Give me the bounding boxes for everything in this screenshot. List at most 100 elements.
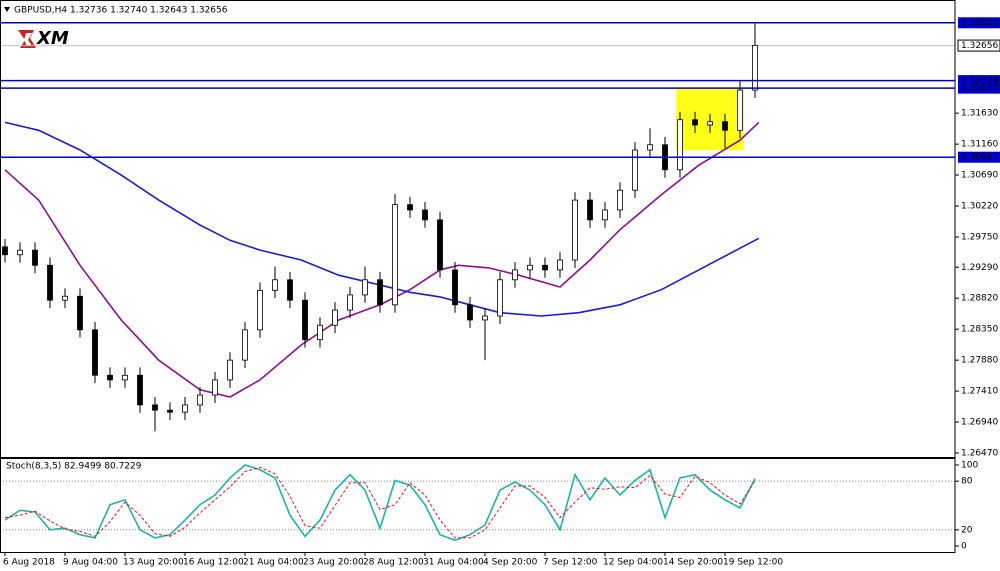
candle-body <box>167 409 173 413</box>
y-tick-label: 100 <box>961 460 978 470</box>
candle-body <box>287 279 293 301</box>
collapse-arrow[interactable] <box>4 7 10 12</box>
y-tick-label: 1.29290 <box>961 263 998 273</box>
candle-body <box>17 249 23 256</box>
candle-body <box>632 149 638 191</box>
candle-body <box>92 329 98 376</box>
candle-body <box>197 394 203 406</box>
y-tick-label: 1.31160 <box>961 140 998 150</box>
x-tick-label: 4 Sep 20:00 <box>483 558 538 568</box>
candle-body <box>497 279 503 317</box>
y-tick-label: 1.26470 <box>961 448 998 458</box>
candle-body <box>107 374 113 381</box>
level-label: 1.33002 <box>961 18 998 28</box>
candle-body <box>122 374 128 381</box>
candle-body <box>47 264 53 301</box>
candle-body <box>437 219 443 271</box>
x-tick-label: 12 Sep 04:00 <box>603 558 663 568</box>
candle-body <box>407 204 413 211</box>
candle-body <box>452 269 458 306</box>
candle-body <box>332 309 338 326</box>
candle-body <box>527 264 533 271</box>
x-tick-label: 7 Sep 12:00 <box>543 558 598 568</box>
candle-body <box>422 209 428 221</box>
current-price-label: 1.32656 <box>961 41 998 51</box>
candle-body <box>737 89 743 131</box>
y-tick-label: 1.26940 <box>961 418 998 428</box>
x-tick-label: 14 Sep 20:00 <box>663 558 723 568</box>
candle-body <box>557 259 563 271</box>
indicator-line <box>4 464 756 542</box>
y-tick-label: 0 <box>961 542 967 552</box>
candle-body <box>272 279 278 291</box>
candle-body <box>212 379 218 396</box>
candle-body <box>392 204 398 306</box>
level-label: 1.32010 <box>961 84 998 94</box>
candle-body <box>572 199 578 261</box>
candle-body <box>227 359 233 381</box>
x-tick-label: 23 Aug 20:00 <box>303 558 364 568</box>
candle-body <box>602 209 608 221</box>
x-tick-label: 9 Aug 04:00 <box>63 558 118 568</box>
level-label-box <box>958 17 1000 29</box>
level-label-box <box>958 75 1000 87</box>
candle-body <box>587 199 593 221</box>
indicator-line <box>4 121 760 398</box>
candle-body <box>722 121 728 131</box>
x-tick-label: 31 Aug 04:00 <box>423 558 484 568</box>
candle-body <box>467 304 473 321</box>
candle-body <box>512 269 518 281</box>
y-tick-label: 1.28820 <box>961 294 998 304</box>
candle-body <box>257 289 263 331</box>
candle-body <box>242 329 248 361</box>
candle-body <box>707 121 713 126</box>
candle-body <box>182 404 188 413</box>
x-tick-label: 28 Aug 12:00 <box>363 558 424 568</box>
level-label: 1.32124 <box>961 76 998 86</box>
y-tick-label: 1.30220 <box>961 202 998 212</box>
candle-body <box>692 119 698 126</box>
level-label-box <box>958 82 1000 94</box>
x-tick-label: 19 Sep 12:00 <box>723 558 783 568</box>
candle-body <box>752 44 758 91</box>
candle-body <box>482 315 488 321</box>
y-tick-label: 1.27880 <box>961 356 998 366</box>
panel-border <box>0 458 956 553</box>
candle-body <box>647 144 653 151</box>
logo-mark-cut <box>24 33 32 46</box>
candle-body <box>542 264 548 271</box>
y-tick-label: 1.27410 <box>961 387 998 397</box>
candle-body <box>2 246 8 256</box>
y-tick-label: 1.29750 <box>961 232 998 242</box>
candle-body <box>77 295 83 331</box>
candle-body <box>362 279 368 296</box>
candle-body <box>377 279 383 306</box>
level-label-box <box>958 151 1000 163</box>
level-label: 1.30961 <box>961 153 998 163</box>
x-tick-label: 16 Aug 12:00 <box>183 558 244 568</box>
candle-body <box>677 119 683 171</box>
candle-body <box>32 249 38 266</box>
candle-body <box>137 374 143 406</box>
candle-body <box>302 299 308 341</box>
indicator-line <box>4 466 756 539</box>
candle-body <box>152 404 158 411</box>
indicator-title: Stoch(8,3,5) 82.9499 80.7229 <box>6 462 142 472</box>
x-tick-label: 13 Aug 20:00 <box>123 558 184 568</box>
candle-body <box>62 295 68 301</box>
panel-border <box>0 0 956 458</box>
x-tick-label: 6 Aug 2018 <box>3 558 55 568</box>
logo-text: XM <box>36 28 69 49</box>
y-tick-label: 1.30690 <box>961 171 998 181</box>
y-tick-label: 80 <box>961 477 973 487</box>
x-tick-label: 21 Aug 04:00 <box>243 558 304 568</box>
current-price-box <box>957 39 1000 52</box>
chart-title: GBPUSD,H4 1.32736 1.32740 1.32643 1.3265… <box>14 6 228 16</box>
y-tick-label: 1.31630 <box>961 109 998 119</box>
candle-body <box>347 294 353 311</box>
candle-body <box>617 189 623 211</box>
y-tick-label: 20 <box>961 525 973 535</box>
y-tick-label: 1.28350 <box>961 325 998 335</box>
candle-body <box>317 324 323 341</box>
